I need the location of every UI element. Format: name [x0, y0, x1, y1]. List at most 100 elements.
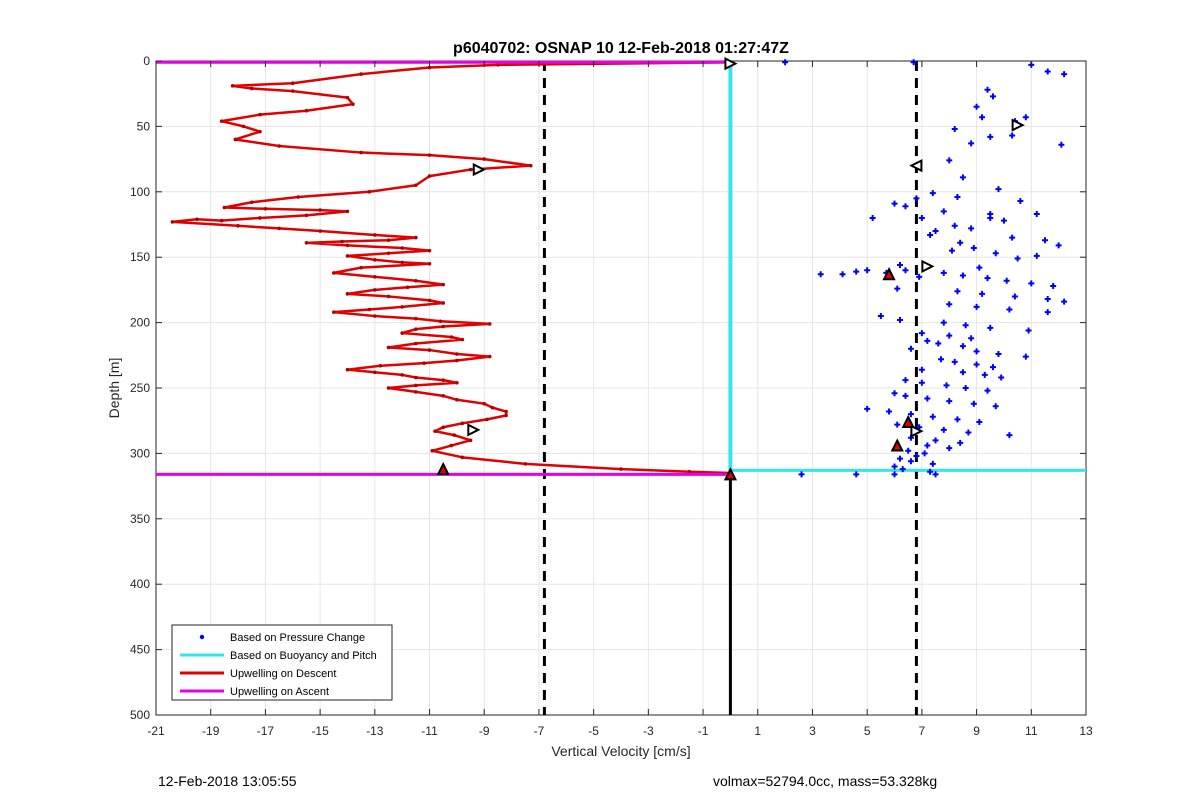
pressure-point: [910, 59, 917, 66]
pressure-point: [907, 345, 914, 352]
descent-point: [367, 190, 372, 194]
pressure-point: [891, 390, 898, 397]
x-tick-label: -17: [257, 724, 275, 738]
legend-label: Based on Pressure Change: [230, 632, 365, 644]
pressure-point: [976, 264, 983, 271]
descent-point: [433, 429, 437, 433]
pressure-point: [894, 285, 901, 292]
descent-point: [345, 95, 350, 100]
pressure-point: [973, 361, 980, 368]
pressure-point: [940, 319, 947, 326]
pressure-point: [951, 222, 958, 229]
descent-point: [290, 89, 295, 93]
y-tick-label: 300: [130, 446, 150, 460]
pressure-point: [877, 313, 884, 320]
pressure-point: [987, 324, 994, 331]
descent-point: [331, 271, 336, 275]
pressure-point: [984, 275, 991, 282]
descent-point: [277, 226, 281, 231]
x-tick-label: -5: [588, 724, 599, 738]
pressure-point: [940, 208, 947, 215]
pressure-point: [973, 348, 980, 355]
pressure-point: [921, 450, 928, 457]
pressure-point: [946, 445, 953, 452]
descent-point: [359, 265, 363, 270]
x-tick-label: 13: [1079, 724, 1093, 738]
pressure-point: [998, 374, 1005, 381]
pressure-point: [954, 194, 961, 201]
pressure-point: [951, 126, 958, 133]
descent-point: [373, 288, 377, 292]
descent-point: [449, 335, 454, 339]
descent-point: [427, 348, 432, 352]
x-tick-label: -21: [147, 724, 165, 738]
descent-point: [386, 294, 391, 299]
descent-point: [687, 469, 692, 474]
pressure-point: [968, 140, 975, 147]
descent-point: [290, 81, 295, 86]
descent-point: [441, 378, 446, 382]
descent-point: [400, 305, 404, 309]
pressure-point: [924, 442, 931, 449]
y-tick-label: 250: [130, 381, 150, 395]
pressure-point: [929, 190, 936, 197]
descent-point: [345, 209, 350, 214]
pressure-point: [959, 343, 966, 350]
pressure-point: [990, 93, 996, 100]
descent-point: [222, 205, 227, 210]
descent-point: [441, 301, 446, 305]
segment-marker: [909, 159, 923, 173]
segment-marker: [910, 424, 924, 438]
reference-lines: [542, 61, 1086, 715]
pressure-point: [899, 466, 906, 473]
pressure-point: [1025, 327, 1032, 334]
legend: Based on Pressure Change Based on Buoyanc…: [171, 624, 393, 701]
descent-point: [619, 467, 623, 471]
pressure-point: [1044, 296, 1051, 303]
pressure-point: [916, 273, 923, 280]
x-tick-label: -3: [643, 724, 654, 738]
descent-point: [414, 375, 418, 380]
descent-point: [414, 278, 418, 283]
pressure-point: [959, 272, 966, 279]
descent-point: [468, 438, 473, 443]
descent-point: [455, 352, 459, 356]
descent-point: [528, 163, 533, 168]
segment-marker: [467, 423, 481, 437]
pressure-point: [979, 290, 986, 297]
pressure-point: [946, 157, 953, 164]
descent-point: [249, 200, 254, 205]
descent-point: [504, 409, 508, 414]
pressure-point: [1009, 132, 1016, 139]
pressure-point: [995, 350, 1002, 357]
pressure-point: [1011, 293, 1018, 300]
pressure-point: [864, 405, 871, 412]
descent-point: [523, 462, 528, 466]
pressure-point: [1003, 277, 1010, 284]
pressure-point: [957, 439, 964, 446]
x-tick-label: 1: [754, 724, 761, 738]
y-tick-label: 100: [130, 185, 150, 199]
pressure-point: [853, 471, 860, 478]
descent-point: [414, 390, 418, 394]
legend-box: [171, 624, 393, 701]
pressure-point: [891, 463, 898, 470]
descent-point: [318, 208, 322, 212]
pressure-point: [918, 330, 925, 337]
pressure-point: [1014, 255, 1021, 262]
pressure-point: [913, 195, 920, 202]
segment-marker: [1011, 118, 1025, 132]
descent-point: [441, 425, 446, 430]
x-tick-label: -19: [202, 724, 220, 738]
descent-point: [304, 241, 309, 245]
pressure-point: [970, 400, 977, 407]
descent-point: [386, 345, 391, 350]
descent-point: [455, 358, 459, 363]
descent-point: [427, 261, 432, 266]
pressure-point: [886, 408, 893, 415]
pressure-point: [962, 385, 969, 391]
pressure-point: [995, 186, 1002, 193]
x-tick-label: 9: [973, 724, 980, 738]
descent-point: [460, 337, 465, 342]
descent-point: [359, 150, 363, 155]
